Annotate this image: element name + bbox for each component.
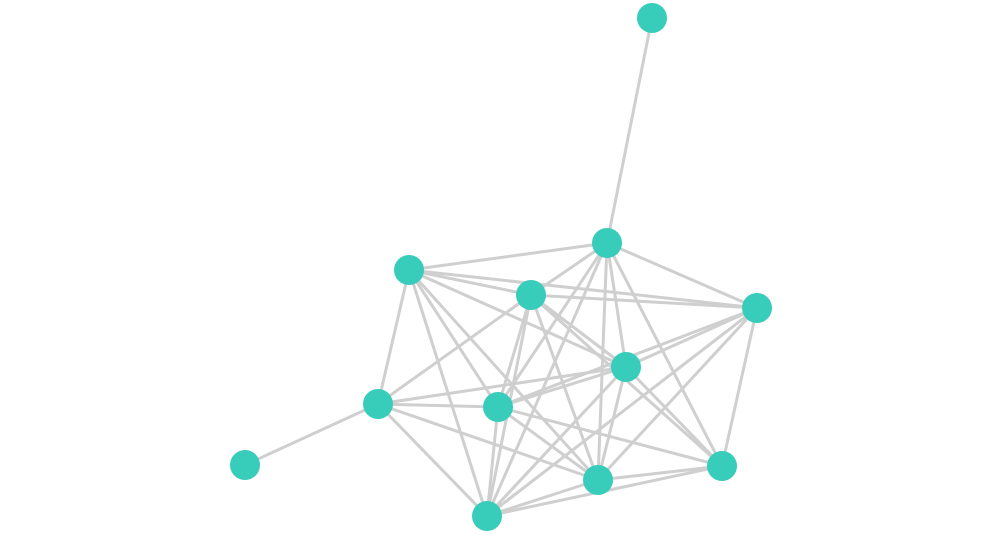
graph-node-n9[interactable] [230, 450, 260, 480]
graph-edge-n3-n11 [407, 268, 600, 482]
graph-edge-n4-n6 [529, 293, 628, 369]
graph-edge-n8-n10 [496, 405, 724, 468]
graph-edge-n2-n5 [605, 241, 759, 310]
edges-layer [243, 16, 759, 518]
graph-node-n2[interactable] [592, 228, 622, 258]
graph-edge-n4-n7 [376, 293, 533, 406]
graph-edge-n2-n10 [605, 241, 724, 468]
graph-edge-n2-n4 [529, 241, 609, 297]
graph-edge-n5-n11 [596, 306, 759, 482]
graph-node-n6[interactable] [611, 352, 641, 382]
graph-node-n7[interactable] [363, 389, 393, 419]
graph-node-n12[interactable] [472, 501, 502, 531]
graph-node-n1[interactable] [637, 3, 667, 33]
graph-edge-n4-n8 [496, 293, 533, 409]
graph-node-n8[interactable] [483, 392, 513, 422]
nodes-layer [230, 3, 772, 531]
graph-edge-n2-n3 [407, 241, 609, 272]
graph-edge-n3-n8 [407, 268, 500, 409]
graph-edge-n10-n11 [596, 464, 724, 482]
graph-edge-n7-n12 [376, 402, 489, 518]
graph-edge-n8-n11 [496, 405, 600, 482]
graph-edge-n5-n10 [720, 306, 759, 468]
graph-edge-n6-n8 [496, 365, 628, 409]
graph-node-n11[interactable] [583, 465, 613, 495]
graph-node-n10[interactable] [707, 451, 737, 481]
graph-edge-n2-n8 [496, 241, 609, 409]
graph-edge-n3-n4 [407, 268, 533, 297]
graph-node-n3[interactable] [394, 255, 424, 285]
graph-node-n4[interactable] [516, 280, 546, 310]
graph-edge-n4-n5 [529, 293, 759, 310]
graph-edge-n7-n11 [376, 402, 600, 482]
graph-edge-n3-n5 [407, 268, 759, 310]
graph-edge-n6-n12 [485, 365, 628, 518]
graph-edge-n5-n12 [485, 306, 759, 518]
graph-edge-n1-n2 [605, 16, 654, 245]
graph-edge-n7-n8 [376, 402, 500, 409]
graph-edge-n3-n6 [407, 268, 628, 369]
graph-edge-n6-n11 [596, 365, 628, 482]
graph-edge-n11-n12 [485, 478, 600, 518]
graph-edge-n8-n12 [485, 405, 500, 518]
graph-edge-n2-n6 [605, 241, 628, 369]
graph-edge-n6-n7 [376, 365, 628, 406]
graph-edge-n2-n11 [596, 241, 609, 482]
graph-node-n5[interactable] [742, 293, 772, 323]
graph-edge-n9-n7 [243, 402, 380, 467]
graph-edge-n6-n10 [624, 365, 724, 468]
graph-edge-n3-n7 [376, 268, 411, 406]
